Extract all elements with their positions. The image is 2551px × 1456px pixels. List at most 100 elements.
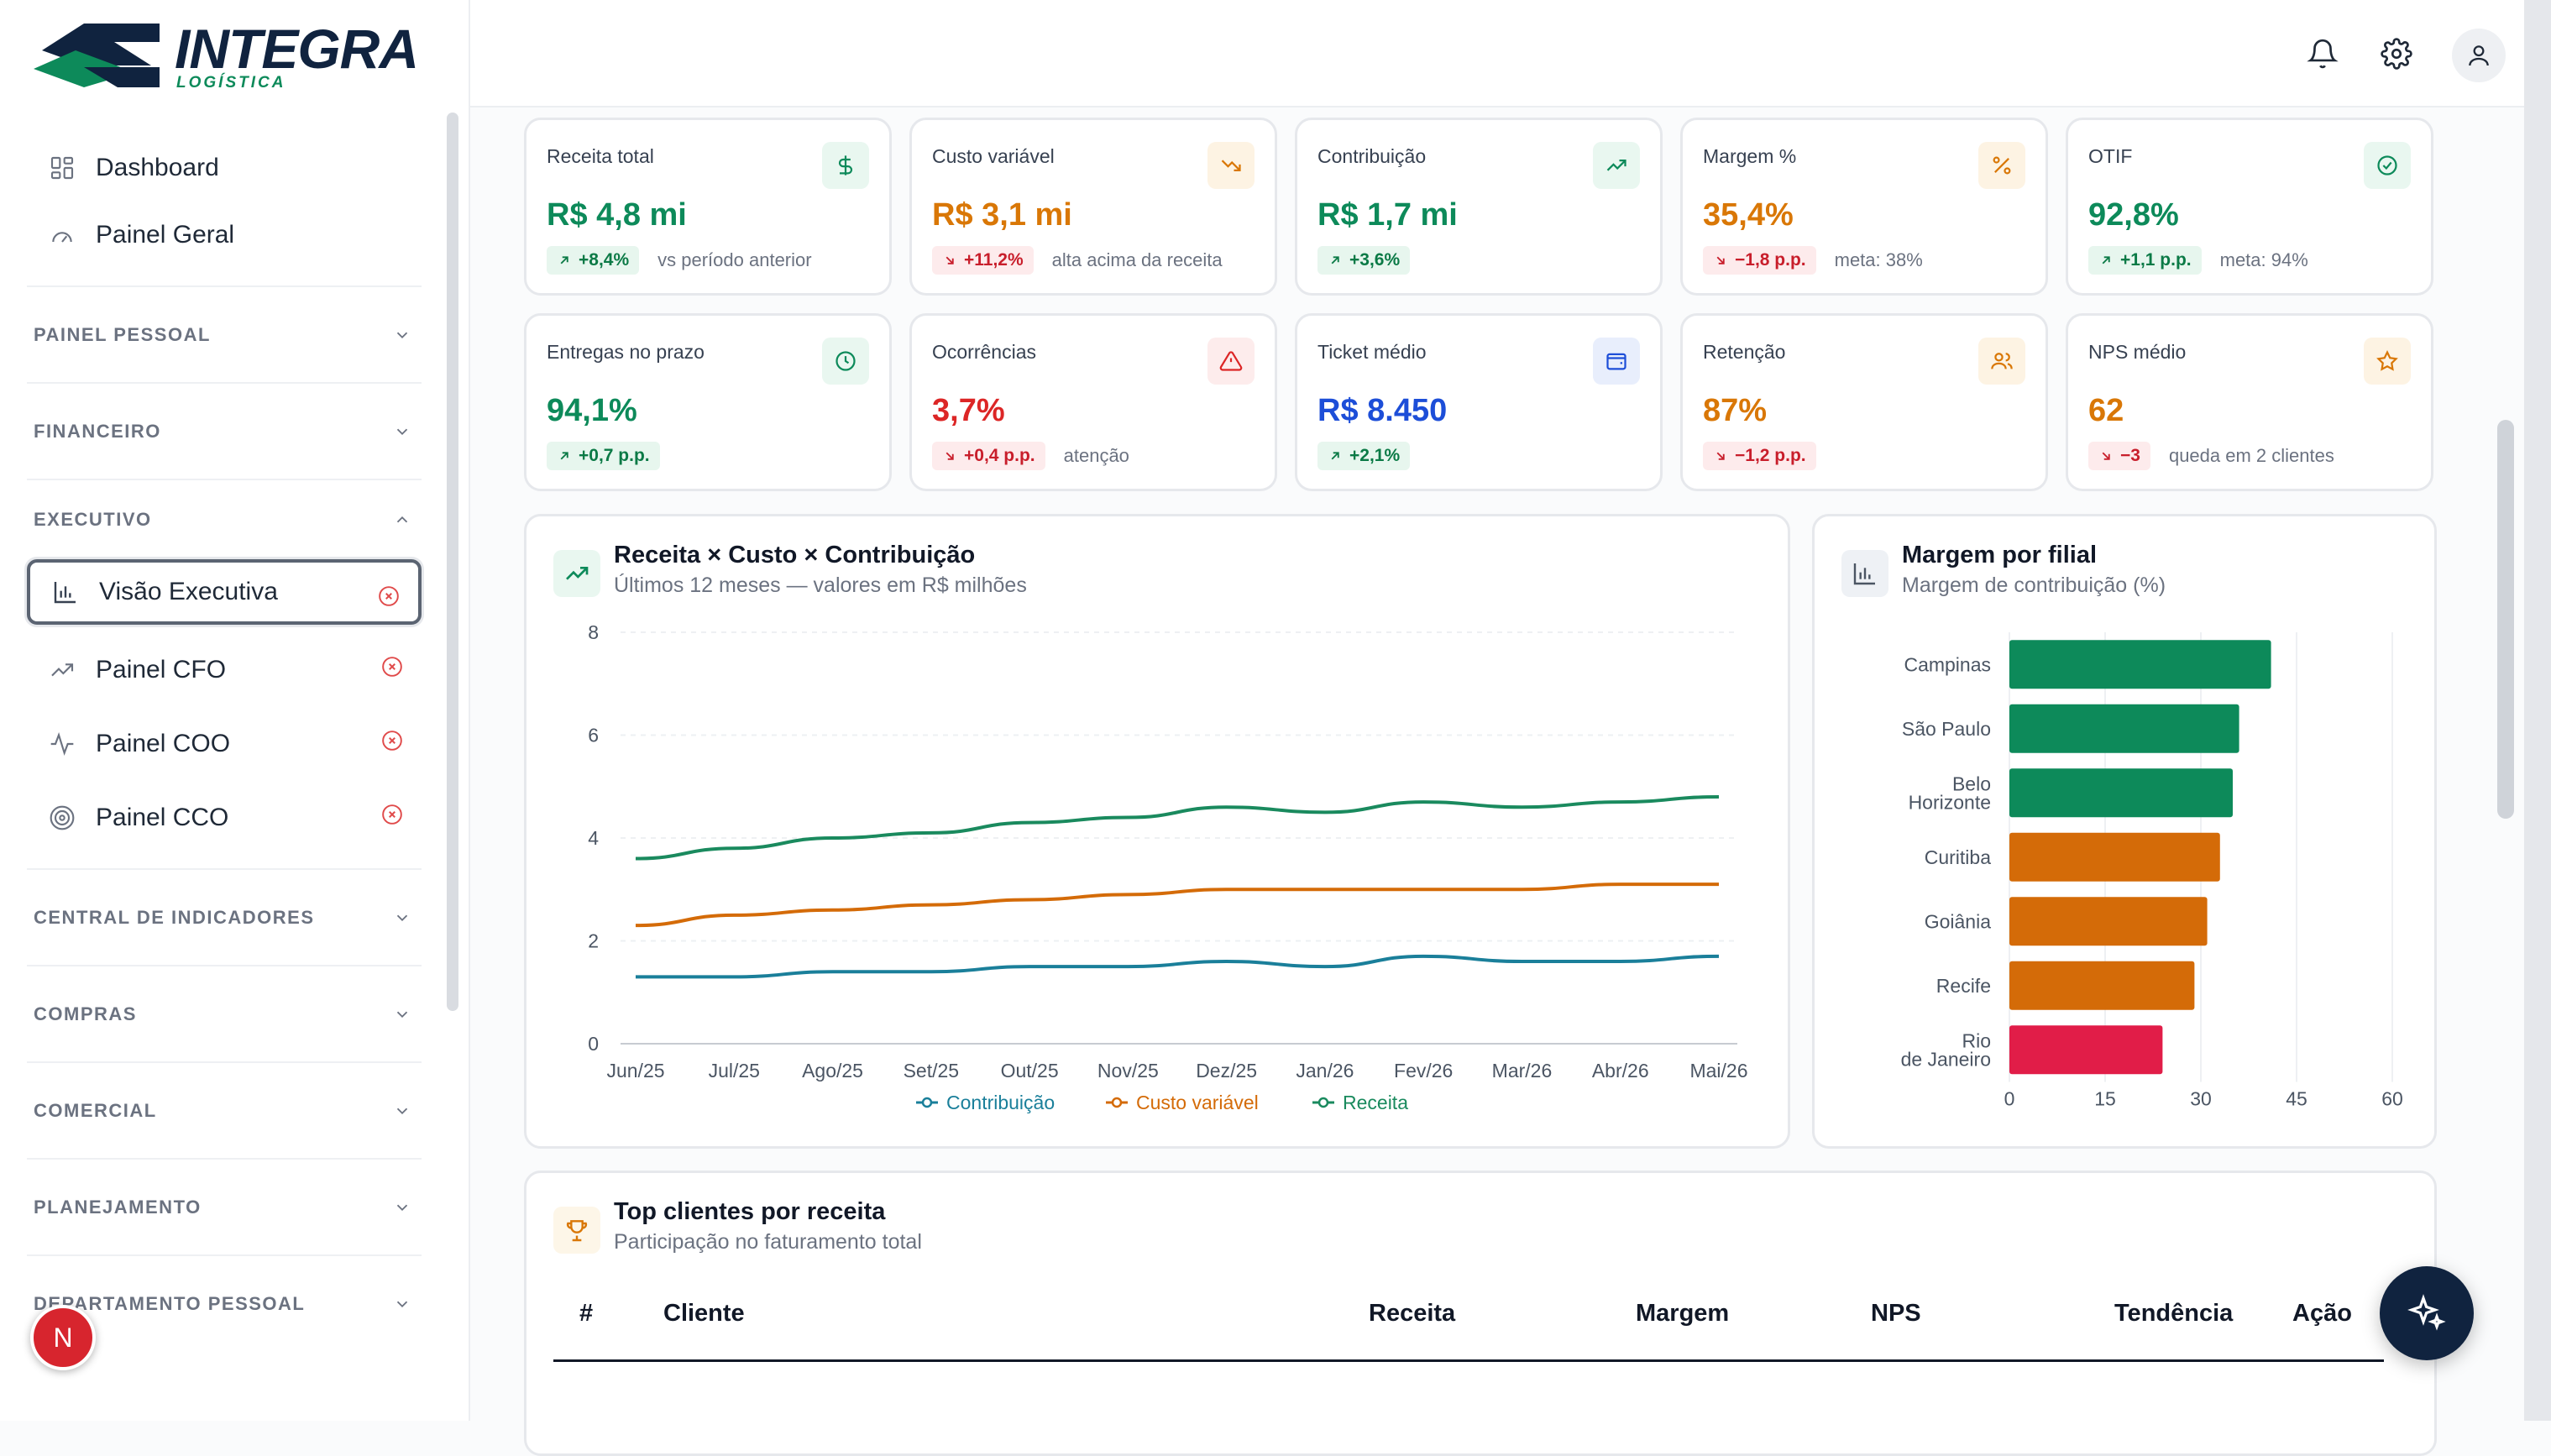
arrow-down-right-icon [2098, 448, 2114, 464]
category-label: Goiânia [1925, 910, 1991, 932]
app-root: INTEGRA LOGÍSTICA Dashboard Painel Geral… [0, 0, 2551, 1421]
section-label: FINANCEIRO [34, 421, 161, 443]
gear-icon[interactable] [2371, 29, 2422, 79]
close-circle-icon[interactable] [378, 585, 400, 607]
section-comercial[interactable]: COMERCIAL [27, 1061, 422, 1158]
chevron-down-icon [393, 1295, 411, 1313]
user-initial-badge[interactable]: N [30, 1305, 96, 1370]
x-tick-label: Jan/26 [1296, 1060, 1354, 1082]
brand-logo[interactable]: INTEGRA LOGÍSTICA [34, 17, 437, 101]
section-painel-pessoal[interactable]: PAINEL PESSOAL [27, 285, 422, 382]
close-circle-icon[interactable] [381, 656, 403, 678]
kpi-label: OTIF [2088, 145, 2132, 168]
sidebar-item-painel-cfo[interactable]: Painel CFO [27, 633, 422, 707]
user-avatar[interactable] [2452, 29, 2506, 82]
kpi-delta-badge: +8,4% [547, 246, 639, 275]
col-header-revenue[interactable]: Receita [1369, 1300, 1455, 1328]
bell-icon[interactable] [2297, 29, 2348, 79]
x-tick-label: Jun/25 [606, 1060, 664, 1082]
sidebar-item-painel-geral[interactable]: Painel Geral [27, 202, 422, 269]
kpi-note: alta acima da receita [1052, 249, 1223, 271]
section-planejamento[interactable]: PLANEJAMENTO [27, 1158, 422, 1254]
kpi-footer: +0,4 p.p.atenção [932, 442, 1129, 470]
section-label: COMERCIAL [34, 1100, 157, 1122]
col-header-trend[interactable]: Tendência [2114, 1300, 2233, 1328]
kpi-footer: +2,1% [1317, 442, 1410, 470]
col-header-client[interactable]: Cliente [663, 1300, 745, 1328]
window-edge [2524, 0, 2551, 1421]
kpi-footer: −1,2 p.p. [1703, 442, 1816, 470]
line-chart-card: Receita × Custo × Contribuição Últimos 1… [524, 514, 1790, 1149]
bar-0 [2009, 640, 2271, 689]
x-tick-label: Dez/25 [1196, 1060, 1257, 1082]
category-label: Recife [1936, 975, 1991, 997]
trending-down-icon [1207, 142, 1255, 189]
kpi-delta-badge: −1,8 p.p. [1703, 246, 1816, 275]
kpi-delta: +2,1% [1349, 446, 1400, 466]
kpi-delta: −1,2 p.p. [1735, 446, 1806, 466]
arrow-up-right-icon [557, 253, 572, 268]
chevron-up-icon [393, 511, 411, 529]
clock-icon [822, 338, 869, 385]
section-financeiro[interactable]: FINANCEIRO [27, 382, 422, 479]
trending-up-icon [47, 655, 77, 685]
close-circle-icon[interactable] [381, 730, 403, 752]
kpi-delta-badge: +11,2% [932, 246, 1034, 275]
target-icon [47, 803, 77, 833]
x-tick-label: Jul/25 [709, 1060, 760, 1082]
sidebar-item-painel-coo[interactable]: Painel COO [27, 707, 422, 781]
kpi-note: meta: 38% [1835, 249, 1923, 271]
kpi-delta: +8,4% [579, 250, 629, 270]
wallet-icon [1593, 338, 1640, 385]
kpi-card[interactable]: Margem %35,4%−1,8 p.p.meta: 38% [1680, 118, 2048, 296]
main-scrollbar[interactable] [2497, 420, 2514, 819]
category-label: Campinas [1904, 653, 1991, 675]
section-central-de-indicadores[interactable]: CENTRAL DE INDICADORES [27, 868, 422, 965]
kpi-delta: +0,7 p.p. [579, 446, 650, 466]
bar-3 [2009, 833, 2220, 882]
kpi-footer: +0,7 p.p. [547, 442, 660, 470]
table-title: Top clientes por receita [614, 1198, 885, 1226]
y-tick-label: 0 [588, 1033, 599, 1055]
gauge-icon [47, 220, 77, 250]
section-compras[interactable]: COMPRAS [27, 965, 422, 1061]
col-header-margin[interactable]: Margem [1636, 1300, 1729, 1328]
legend-label: Custo variável [1136, 1092, 1259, 1113]
sidebar-item-label: Visão Executiva [99, 578, 278, 606]
sidebar-item-visao-executiva[interactable]: Visão Executiva [27, 559, 422, 625]
kpi-value: R$ 4,8 mi [547, 197, 687, 233]
sidebar-item-dashboard[interactable]: Dashboard [27, 134, 422, 202]
sidebar-scrollbar[interactable] [447, 113, 458, 1011]
section-label: PAINEL PESSOAL [34, 324, 211, 346]
col-header-action[interactable]: Ação [2292, 1300, 2352, 1328]
arrow-up-right-icon [1328, 253, 1343, 268]
legend-label: Receita [1343, 1092, 1408, 1113]
table-subtitle: Participação no faturamento total [614, 1230, 922, 1254]
sidebar-nav: Dashboard Painel Geral PAINEL PESSOAL FI… [27, 134, 422, 1351]
section-executivo[interactable]: EXECUTIVO [27, 479, 422, 559]
ai-assistant-button[interactable] [2380, 1266, 2474, 1360]
kpi-delta-badge: +0,4 p.p. [932, 442, 1045, 470]
percent-icon [1978, 142, 2025, 189]
x-tick-label: 45 [2286, 1088, 2307, 1110]
arrow-up-right-icon [2098, 253, 2114, 268]
table-header-divider [553, 1359, 2384, 1362]
section-label: PLANEJAMENTO [34, 1197, 202, 1218]
kpi-label: Ticket médio [1317, 341, 1427, 364]
col-header-rank[interactable]: # [579, 1300, 593, 1328]
kpi-value: R$ 1,7 mi [1317, 197, 1458, 233]
col-header-nps[interactable]: NPS [1871, 1300, 1921, 1328]
sidebar-item-painel-cco[interactable]: Painel CCO [27, 781, 422, 855]
kpi-note: queda em 2 clientes [2169, 445, 2334, 467]
close-circle-icon[interactable] [381, 804, 403, 825]
kpi-delta: +0,4 p.p. [964, 446, 1035, 466]
